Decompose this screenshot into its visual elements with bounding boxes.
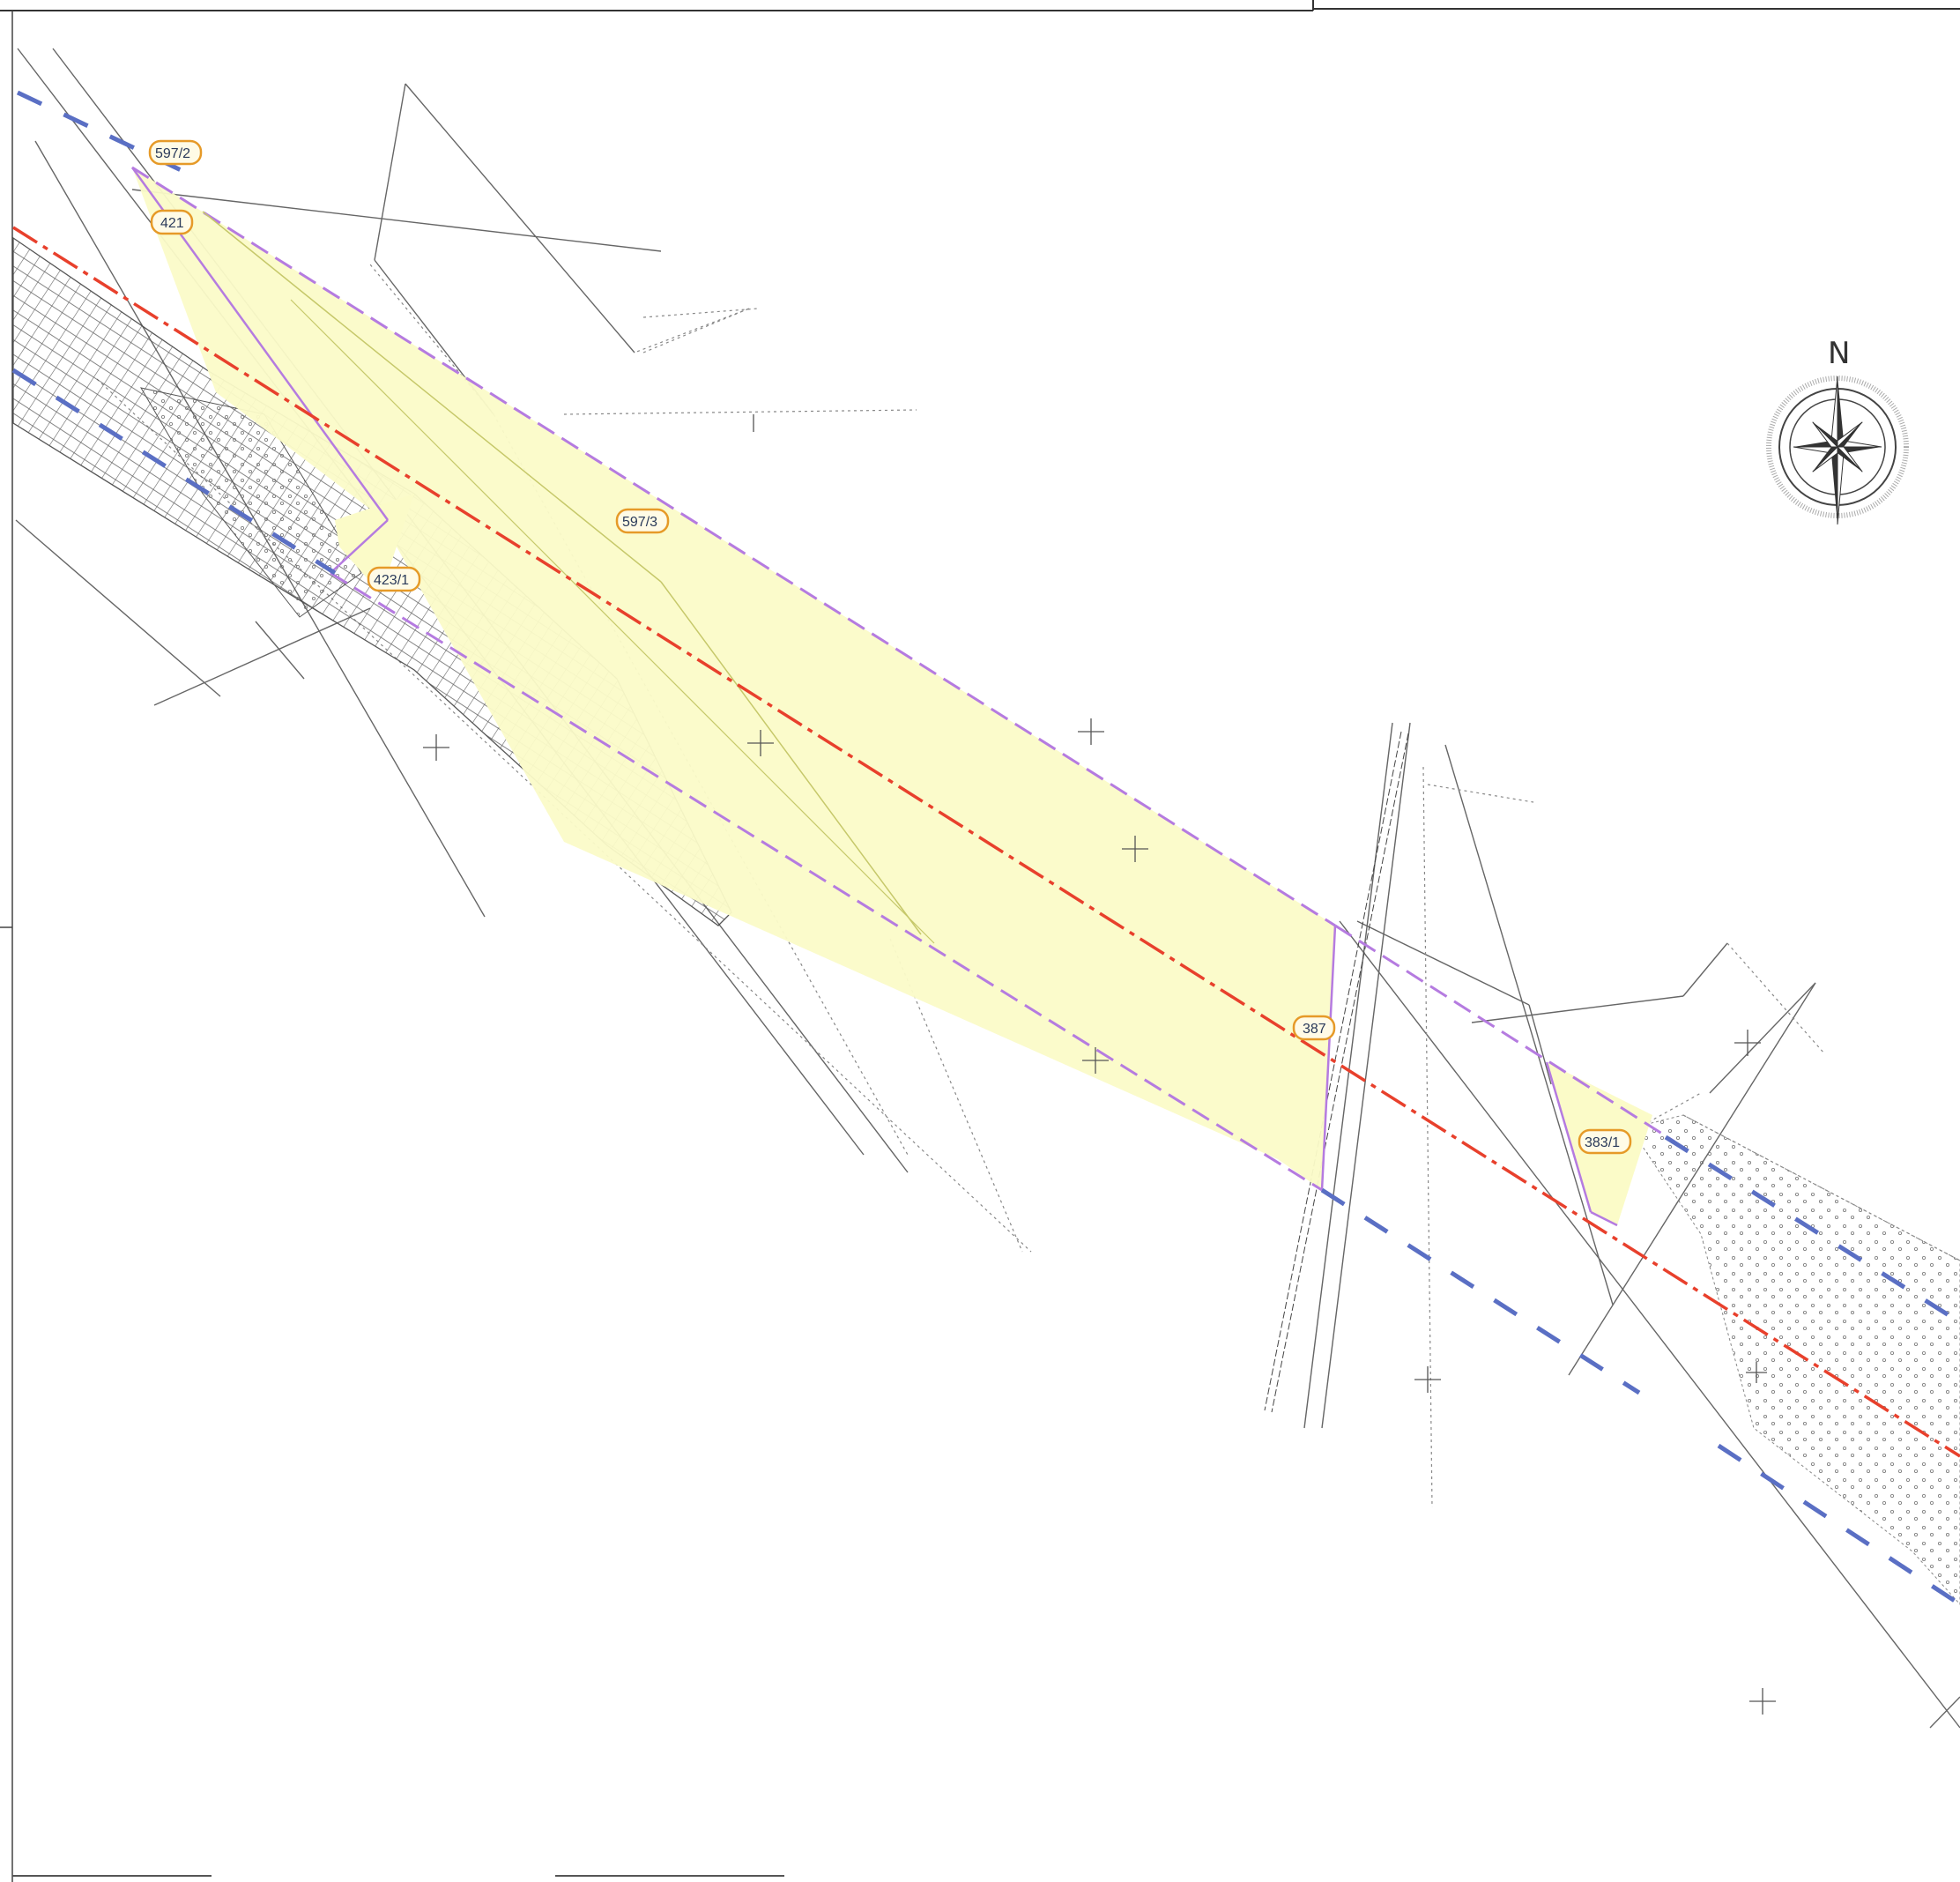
svg-text:387: 387 [1303, 1022, 1326, 1037]
road-strip [1264, 731, 1409, 1413]
parcel-label-597-2[interactable]: 597/2 [148, 139, 203, 166]
red-axis-line [12, 226, 1960, 1458]
parcel-label-421[interactable]: 421 [150, 209, 194, 235]
parcel-label-383-1[interactable]: 383/1 [1578, 1128, 1632, 1155]
north-label: N [1828, 336, 1850, 371]
parcel-label-423-1[interactable]: 423/1 [367, 566, 421, 592]
svg-text:423/1: 423/1 [374, 573, 409, 588]
parcel-label-387[interactable]: 387 [1292, 1015, 1336, 1041]
dotted-area [1630, 1114, 1960, 1605]
compass-rose-icon [1766, 376, 1909, 525]
svg-text:597/2: 597/2 [155, 146, 190, 161]
svg-text:383/1: 383/1 [1585, 1135, 1620, 1150]
svg-text:597/3: 597/3 [622, 515, 657, 530]
parcel-label-597-3[interactable]: 597/3 [615, 508, 670, 534]
corridor-area [130, 166, 1675, 1227]
svg-text:421: 421 [160, 216, 184, 231]
survey-cross-icon [423, 414, 1776, 1715]
